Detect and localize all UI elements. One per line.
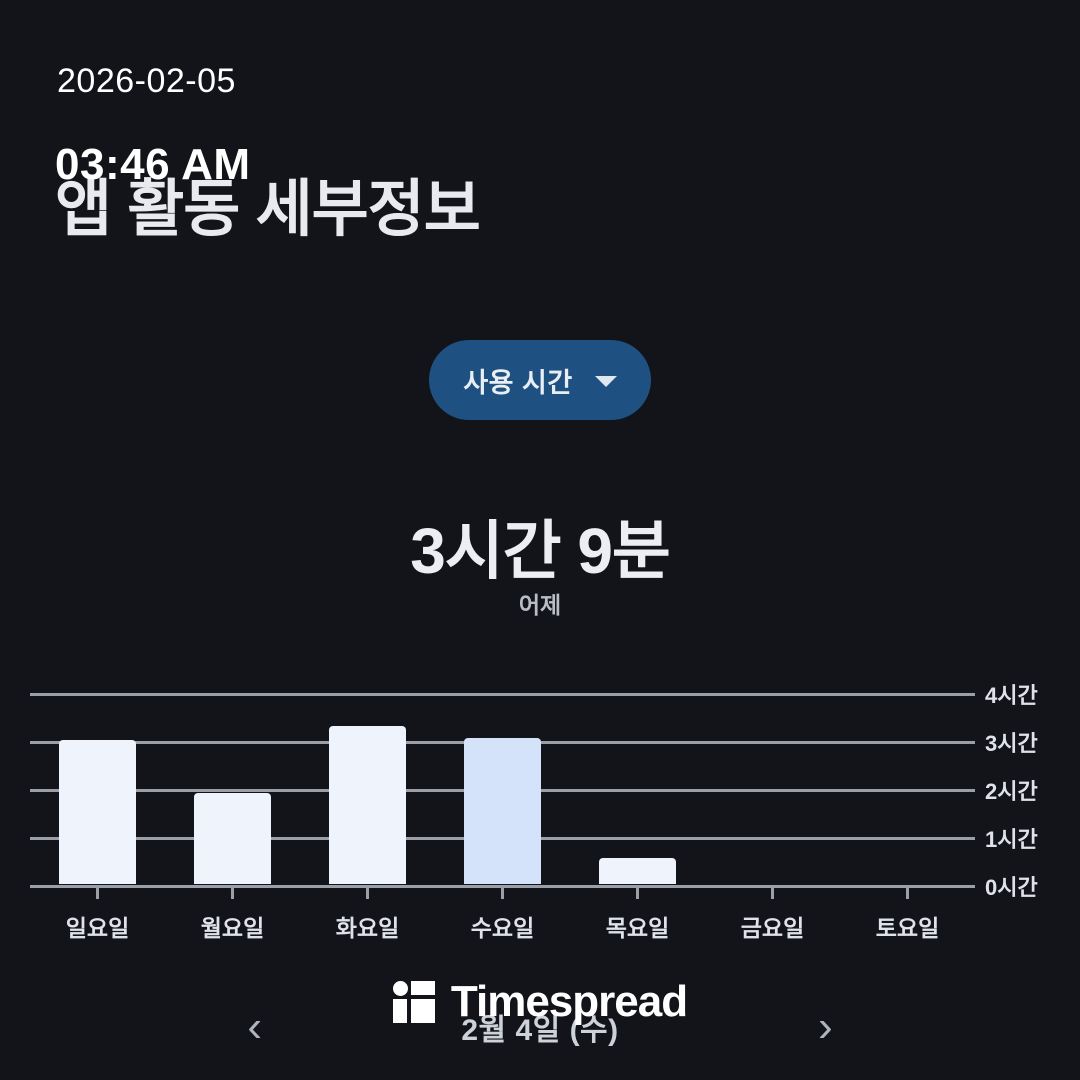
x-axis-tick-label: 금요일 (740, 915, 805, 941)
x-axis-tick-label: 화요일 (335, 915, 400, 941)
chevron-down-icon (594, 376, 617, 387)
x-axis-tick (501, 886, 504, 899)
x-axis-tick (96, 886, 99, 899)
page-title: 앱 활동 세부정보 (55, 175, 481, 244)
chart-bar[interactable] (599, 858, 676, 884)
total-usage-caption: 어제 (518, 592, 562, 618)
gridline (30, 692, 975, 696)
chart-bar[interactable] (464, 737, 541, 884)
x-axis-tick (366, 886, 369, 899)
date-navigator: ‹ 2월 4일 (수) › (0, 996, 1080, 1058)
overlay-date: 2026-02-05 (57, 62, 236, 100)
timespread-logo-icon (392, 981, 435, 1023)
y-axis-tick-label: 3시간 (985, 731, 1038, 756)
timespread-watermark: Timespread (0, 980, 1080, 1024)
y-axis-tick-label: 1시간 (985, 827, 1038, 852)
x-axis-tick (636, 886, 639, 899)
y-axis-tick-label: 4시간 (985, 683, 1038, 708)
chevron-left-icon[interactable]: ‹ (247, 1002, 262, 1051)
chart-bar[interactable] (194, 792, 271, 884)
metric-selector-wrap: 사용 시간 (0, 340, 1080, 420)
x-axis-tick-label: 토요일 (875, 915, 940, 941)
metric-selector-label: 사용 시간 (463, 367, 573, 398)
watermark-text: Timespread (450, 977, 688, 1026)
y-axis-tick-label: 0시간 (985, 875, 1038, 900)
overlay-time: 03:46 AM (55, 140, 251, 189)
x-axis-tick-label: 일요일 (65, 915, 130, 941)
current-date-label: 2월 4일 (수) (461, 1014, 619, 1047)
x-axis-tick (906, 886, 909, 899)
x-axis-tick-label: 목요일 (605, 915, 670, 941)
x-axis-tick-label: 월요일 (200, 915, 265, 941)
x-axis-tick (771, 886, 774, 899)
chevron-right-icon[interactable]: › (818, 1002, 833, 1051)
total-usage-value: 3시간 9분 (410, 515, 671, 587)
chart-bar[interactable] (329, 725, 406, 884)
chart-bar[interactable] (59, 740, 136, 884)
x-axis-tick-label: 수요일 (470, 915, 535, 941)
x-axis-tick (231, 886, 234, 899)
y-axis-tick-label: 2시간 (985, 779, 1038, 804)
metric-selector-button[interactable]: 사용 시간 (429, 340, 651, 420)
